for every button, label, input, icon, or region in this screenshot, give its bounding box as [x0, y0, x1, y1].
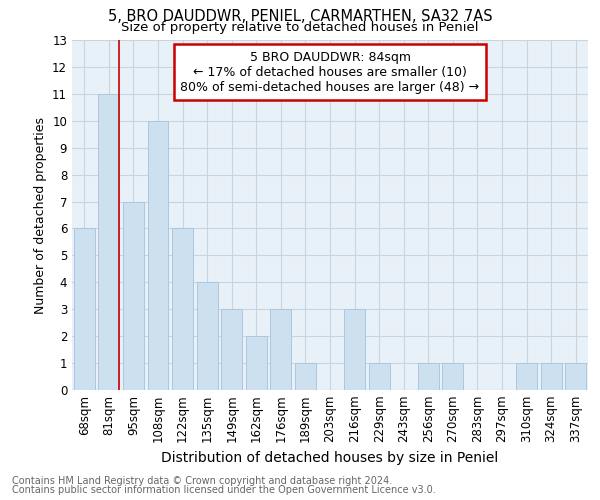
Text: 5, BRO DAUDDWR, PENIEL, CARMARTHEN, SA32 7AS: 5, BRO DAUDDWR, PENIEL, CARMARTHEN, SA32…: [107, 9, 493, 24]
X-axis label: Distribution of detached houses by size in Peniel: Distribution of detached houses by size …: [161, 451, 499, 465]
Bar: [221, 309, 242, 390]
Bar: [172, 228, 193, 390]
Bar: [123, 202, 144, 390]
Y-axis label: Number of detached properties: Number of detached properties: [34, 116, 47, 314]
Text: Contains public sector information licensed under the Open Government Licence v3: Contains public sector information licen…: [12, 485, 436, 495]
Bar: [442, 363, 463, 390]
Bar: [565, 363, 586, 390]
Bar: [98, 94, 119, 390]
Text: 5 BRO DAUDDWR: 84sqm
← 17% of detached houses are smaller (10)
80% of semi-detac: 5 BRO DAUDDWR: 84sqm ← 17% of detached h…: [181, 50, 479, 94]
Bar: [344, 309, 365, 390]
Bar: [246, 336, 267, 390]
Bar: [516, 363, 537, 390]
Text: Size of property relative to detached houses in Peniel: Size of property relative to detached ho…: [121, 21, 479, 34]
Bar: [74, 228, 95, 390]
Bar: [368, 363, 389, 390]
Bar: [197, 282, 218, 390]
Bar: [295, 363, 316, 390]
Text: Contains HM Land Registry data © Crown copyright and database right 2024.: Contains HM Land Registry data © Crown c…: [12, 476, 392, 486]
Bar: [148, 121, 169, 390]
Bar: [541, 363, 562, 390]
Bar: [418, 363, 439, 390]
Bar: [271, 309, 292, 390]
